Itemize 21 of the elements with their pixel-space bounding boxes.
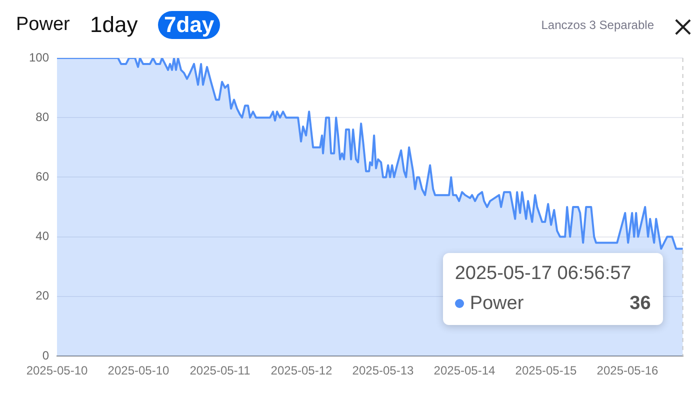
y-tick-label: 60 [36,170,50,184]
y-tick-label: 100 [28,50,50,64]
chart-title: Power [16,14,70,36]
legend-label: Power [470,292,524,315]
x-tick-label: 2025-05-15 [515,364,578,378]
x-tick-label: 2025-05-14 [434,364,496,378]
x-tick-label: 2025-05-10 [26,364,88,378]
y-tick-label: 40 [36,229,50,244]
annotation: 2025-05-17 06:56:57 [454,262,632,285]
x-tick-label: 2025-05-13 [352,364,414,378]
x-tick-label: 2025-05-16 [596,364,659,378]
text: 7day [158,11,220,39]
text: 1day [90,12,138,38]
y-tick-label: 80 [36,110,50,124]
x-tick-label: 2025-05-12 [270,364,333,378]
text: Lanczos 3 Separable [541,18,654,32]
x-tick-label: 2025-05-10 [108,364,170,378]
y-tick-label: 20 [36,288,50,303]
y-tick-label: 0 [42,348,50,362]
annotation: 36 [630,292,651,315]
x-tick-label: 2025-05-11 [190,364,251,378]
